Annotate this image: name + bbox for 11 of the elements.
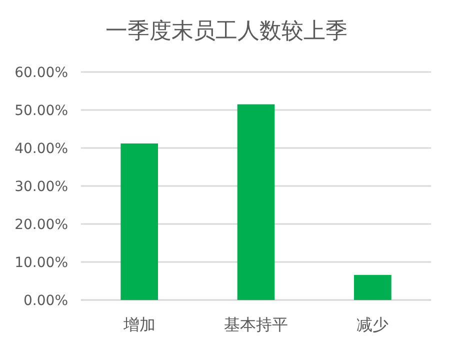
title: 一季度末员工人数较上季 bbox=[106, 19, 348, 44]
ytick: 0.00% bbox=[24, 293, 68, 309]
xtick: 基本持平 bbox=[224, 315, 288, 334]
ytick: 40.00% bbox=[14, 141, 68, 157]
ytick: 60.00% bbox=[14, 65, 68, 81]
ytick: 50.00% bbox=[14, 103, 68, 119]
ytick: 10.00% bbox=[14, 255, 68, 271]
xtick: 增加 bbox=[123, 315, 156, 334]
ytick: 20.00% bbox=[14, 217, 68, 233]
ytick: 30.00% bbox=[14, 179, 68, 195]
xtick: 减少 bbox=[356, 315, 389, 334]
